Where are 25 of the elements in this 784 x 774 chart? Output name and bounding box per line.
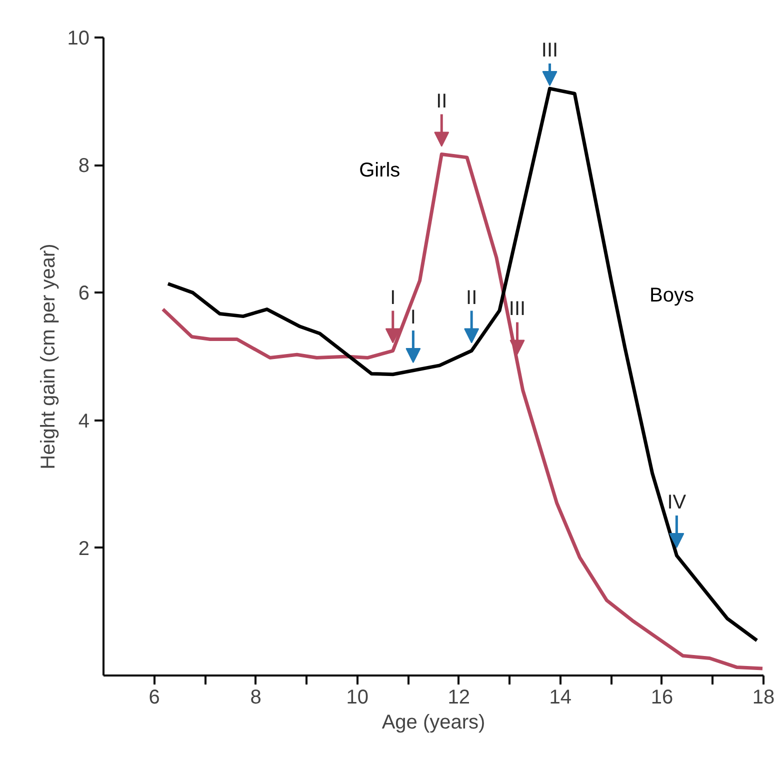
y-tick-label: 4	[78, 410, 90, 432]
series-label: Boys	[650, 284, 694, 307]
annotation: II	[436, 90, 448, 112]
x-tick-label: 10	[346, 686, 368, 708]
y-axis-title: Height gain (cm per year)	[37, 244, 60, 470]
x-tick-label: 12	[448, 686, 470, 708]
annotation: II	[466, 286, 478, 309]
annotation: III	[508, 298, 526, 320]
annotation: I	[390, 286, 396, 309]
line-series	[166, 86, 759, 642]
x-tick-label: 8	[250, 686, 262, 708]
annotation: III	[541, 40, 558, 62]
y-tick-label: 10	[67, 28, 90, 50]
x-tick-label: 6	[148, 686, 160, 708]
x-tick-label: 18	[752, 686, 775, 708]
series-label: Girls	[359, 159, 400, 182]
y-tick-label: 6	[78, 282, 90, 305]
x-axis-title: Age (years)	[382, 712, 486, 734]
y-tick-label: 2	[78, 538, 90, 560]
line-series	[161, 152, 764, 670]
y-tick-label: 8	[78, 155, 90, 178]
x-tick-label: 14	[549, 686, 572, 708]
x-tick-label: 16	[650, 686, 674, 708]
annotation: I	[410, 306, 416, 329]
annotation: IV	[667, 492, 687, 514]
